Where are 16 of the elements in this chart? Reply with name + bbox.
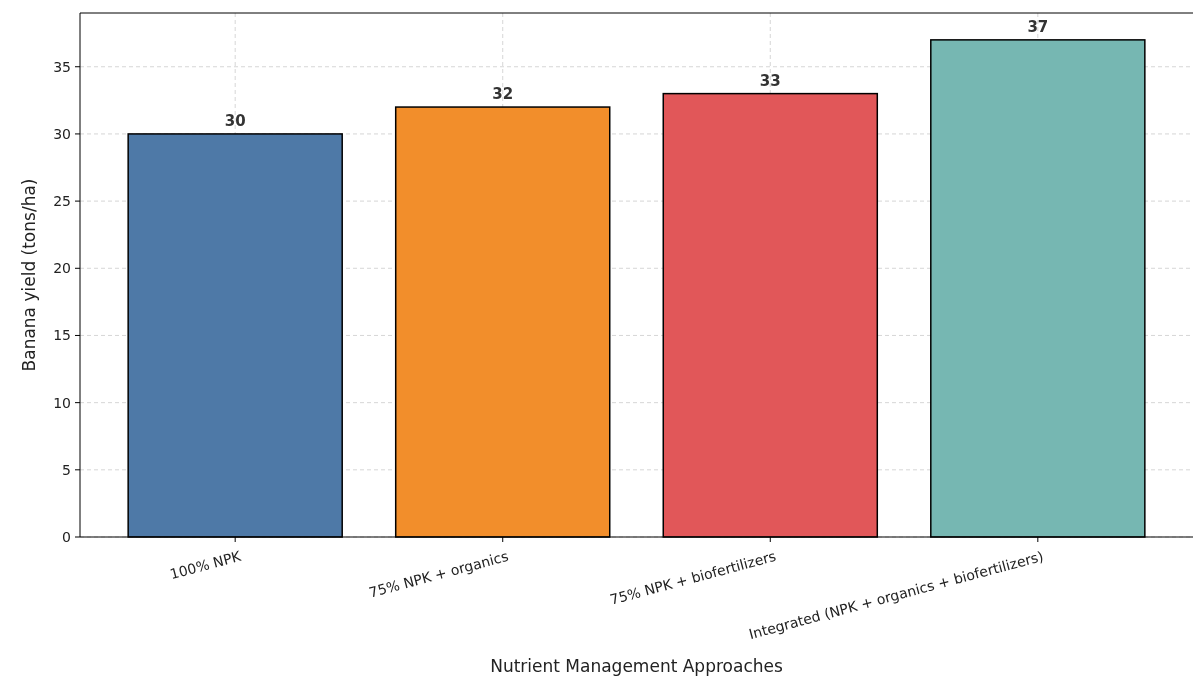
data-label: 33 [759, 71, 781, 90]
data-label: 37 [1027, 17, 1049, 36]
y-tick-label: 20 [53, 260, 71, 277]
y-tick-label: 0 [62, 528, 71, 545]
y-tick-label: 5 [62, 461, 71, 478]
x-axis-title: Nutrient Management Approaches [490, 656, 783, 676]
y-tick-label: 15 [53, 327, 71, 344]
y-tick-label: 30 [53, 125, 71, 142]
y-axis-title: Banana yield (tons/ha) [19, 178, 39, 372]
y-tick-label: 10 [53, 394, 71, 411]
data-label: 30 [224, 111, 246, 130]
x-tick-label: 100% NPK [168, 547, 244, 583]
data-label: 32 [492, 85, 514, 104]
x-tick-label: 75% NPK + organics [367, 547, 511, 601]
y-tick-label: 25 [53, 193, 71, 209]
y-tick-label: 35 [53, 58, 71, 75]
